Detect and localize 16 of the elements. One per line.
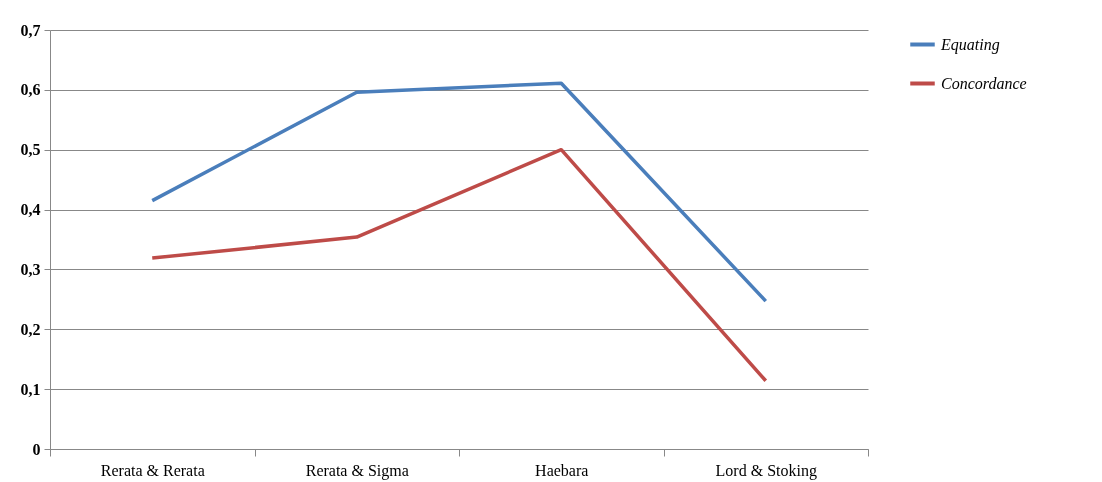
x-tick-label: Haebara bbox=[535, 461, 589, 479]
legend-label: Equating bbox=[940, 35, 1000, 54]
y-tick-label: 0,5 bbox=[20, 141, 41, 159]
y-tick-label: 0,7 bbox=[20, 21, 41, 39]
y-tick-label: 0 bbox=[32, 440, 41, 458]
y-tick-label: 0,3 bbox=[20, 260, 41, 278]
y-tick-label: 0,1 bbox=[20, 380, 41, 398]
x-tick-label: Lord & Stoking bbox=[715, 461, 817, 480]
y-tick-label: 0,2 bbox=[20, 320, 41, 338]
y-tick-label: 0,6 bbox=[20, 81, 41, 99]
line-series bbox=[150, 81, 768, 303]
x-tick-label: Rerata & Rerata bbox=[100, 461, 205, 479]
x-tick-label: Rerata & Sigma bbox=[305, 461, 409, 480]
line-series bbox=[150, 147, 768, 383]
y-tick-label: 0,4 bbox=[20, 201, 41, 219]
legend-label: Concordance bbox=[941, 74, 1027, 92]
